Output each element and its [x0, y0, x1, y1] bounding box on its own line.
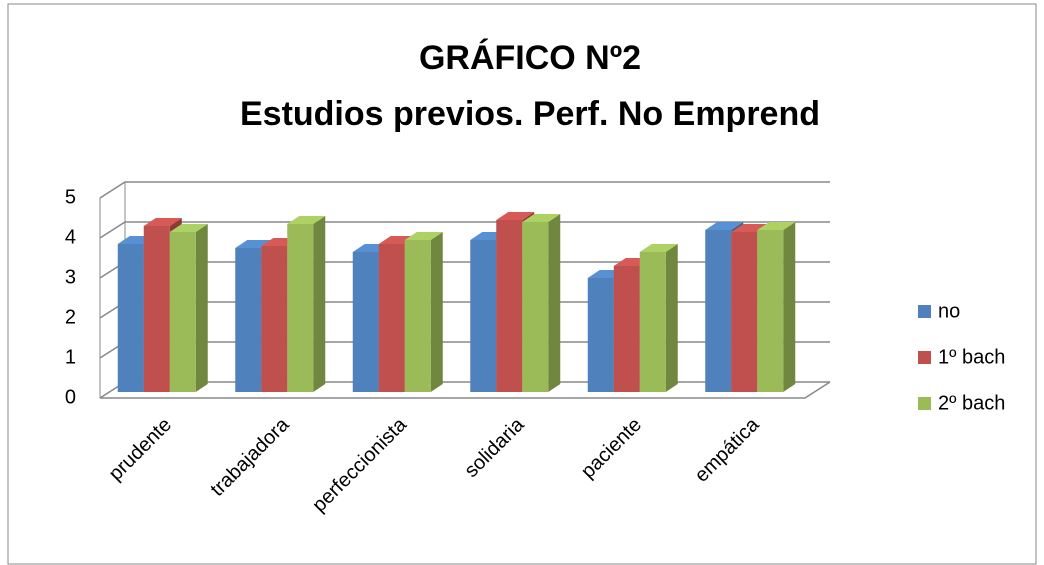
bar [496, 220, 523, 392]
bar [169, 232, 196, 392]
bar [235, 248, 262, 392]
bar-side [313, 216, 326, 392]
bar-top [287, 216, 326, 224]
y-tick-label: 4 [65, 226, 76, 248]
legend-label: 1º bach [938, 346, 1005, 368]
bar [378, 244, 405, 392]
y-tick-label: 2 [65, 306, 76, 328]
legend-swatch [918, 351, 931, 364]
legend-swatch [918, 397, 931, 410]
bar [522, 222, 549, 392]
y-tick-label: 3 [65, 266, 76, 288]
bar-top [143, 218, 182, 226]
bar [143, 226, 170, 392]
y-tick-label: 0 [65, 386, 76, 408]
bar-side [665, 244, 678, 392]
bar [404, 240, 431, 392]
legend-swatch [918, 305, 931, 318]
legend-label: 2º bach [938, 392, 1005, 414]
chart-subtitle: Estudios previos. Perf. No Emprend [240, 95, 820, 133]
bar-top [496, 212, 535, 220]
y-tick-label: 1 [65, 346, 76, 368]
floor [100, 381, 831, 399]
bar [287, 224, 314, 392]
bar [261, 246, 288, 392]
bar [705, 230, 732, 392]
bar [757, 230, 784, 392]
bar-top [169, 224, 208, 232]
bar-side [430, 232, 443, 392]
legend-label: no [938, 300, 960, 322]
bar-top [639, 244, 678, 252]
bar [470, 240, 497, 392]
bar [731, 232, 758, 392]
bar [352, 252, 379, 392]
bar-side [195, 224, 208, 392]
grid-line [99, 181, 830, 199]
bar [117, 244, 144, 392]
bar-top [404, 232, 443, 240]
chart-title: GRÁFICO Nº2 [419, 39, 641, 77]
bar-side [783, 222, 796, 392]
grid-line [99, 221, 830, 239]
bar [613, 266, 640, 392]
bar-top [757, 222, 796, 230]
bar [639, 252, 666, 392]
bar [587, 278, 614, 392]
y-tick-label: 5 [65, 186, 76, 208]
bar-top [705, 222, 744, 230]
bar-side [548, 214, 561, 392]
bar-top [522, 214, 561, 222]
